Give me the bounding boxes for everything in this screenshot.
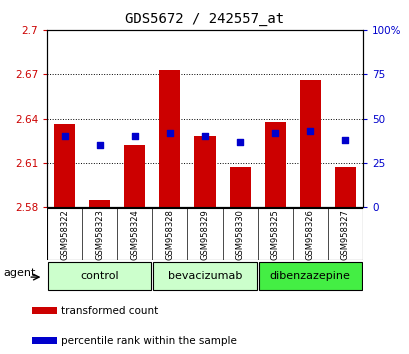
- Bar: [299, 80, 320, 207]
- Text: bevacizumab: bevacizumab: [167, 272, 242, 281]
- Bar: [334, 167, 355, 207]
- Bar: [32, 337, 56, 344]
- Bar: [54, 125, 75, 207]
- Text: GSM958322: GSM958322: [60, 210, 69, 261]
- Point: [271, 130, 278, 136]
- Bar: [229, 167, 250, 207]
- Point: [341, 137, 348, 143]
- Bar: [159, 70, 180, 207]
- Point: [201, 133, 208, 139]
- FancyBboxPatch shape: [258, 262, 361, 291]
- Bar: [32, 307, 56, 314]
- Bar: [89, 200, 110, 207]
- FancyBboxPatch shape: [153, 262, 256, 291]
- Point: [236, 139, 243, 144]
- Text: GDS5672 / 242557_at: GDS5672 / 242557_at: [125, 12, 284, 27]
- Text: control: control: [80, 272, 119, 281]
- Text: GSM958323: GSM958323: [95, 210, 104, 261]
- Text: dibenzazepine: dibenzazepine: [269, 272, 350, 281]
- Text: GSM958324: GSM958324: [130, 210, 139, 261]
- Point: [96, 142, 103, 148]
- Text: GSM958329: GSM958329: [200, 210, 209, 261]
- Bar: [264, 121, 285, 207]
- Text: GSM958327: GSM958327: [340, 210, 349, 261]
- Text: GSM958326: GSM958326: [305, 210, 314, 261]
- Point: [61, 133, 68, 139]
- Text: percentile rank within the sample: percentile rank within the sample: [61, 336, 236, 346]
- Bar: [124, 145, 145, 207]
- Text: GSM958325: GSM958325: [270, 210, 279, 261]
- Text: GSM958330: GSM958330: [235, 210, 244, 261]
- Text: transformed count: transformed count: [61, 306, 158, 316]
- Point: [306, 128, 313, 134]
- Point: [166, 130, 173, 136]
- Point: [131, 133, 138, 139]
- Text: agent: agent: [4, 268, 36, 278]
- Bar: [194, 136, 215, 207]
- Text: GSM958328: GSM958328: [165, 210, 174, 261]
- FancyBboxPatch shape: [48, 262, 151, 291]
